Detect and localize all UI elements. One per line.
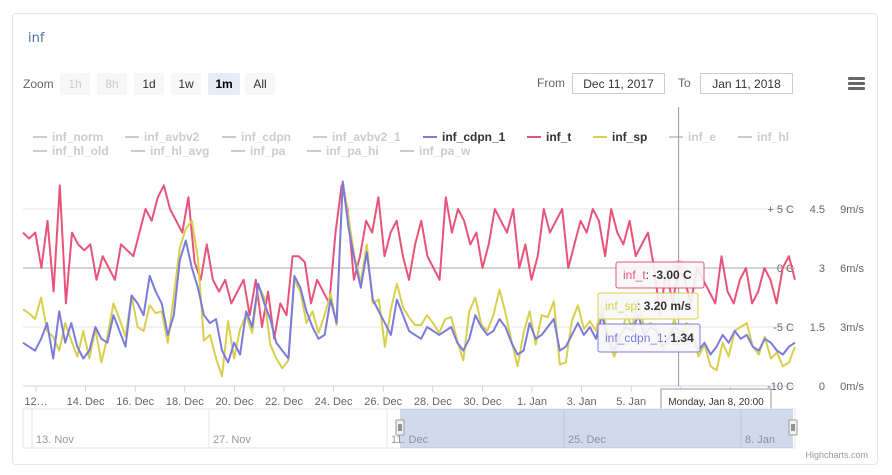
range-to-input[interactable]: Jan 11, 2018 — [700, 73, 793, 94]
zoom-button-1h: 1h — [60, 73, 90, 95]
range-from-label: From — [537, 76, 565, 90]
range-to-label: To — [678, 76, 691, 90]
zoom-button-1m[interactable]: 1m — [208, 73, 240, 95]
zoom-label: Zoom — [23, 77, 54, 91]
zoom-button-1w[interactable]: 1w — [171, 73, 201, 95]
zoom-button-all[interactable]: All — [245, 73, 275, 95]
hamburger-menu-icon[interactable] — [848, 77, 866, 91]
chart-title: inf — [28, 31, 45, 46]
range-from-input[interactable]: Dec 11, 2017 — [572, 73, 665, 94]
zoom-button-8h: 8h — [97, 73, 127, 95]
zoom-button-1d[interactable]: 1d — [134, 73, 164, 95]
